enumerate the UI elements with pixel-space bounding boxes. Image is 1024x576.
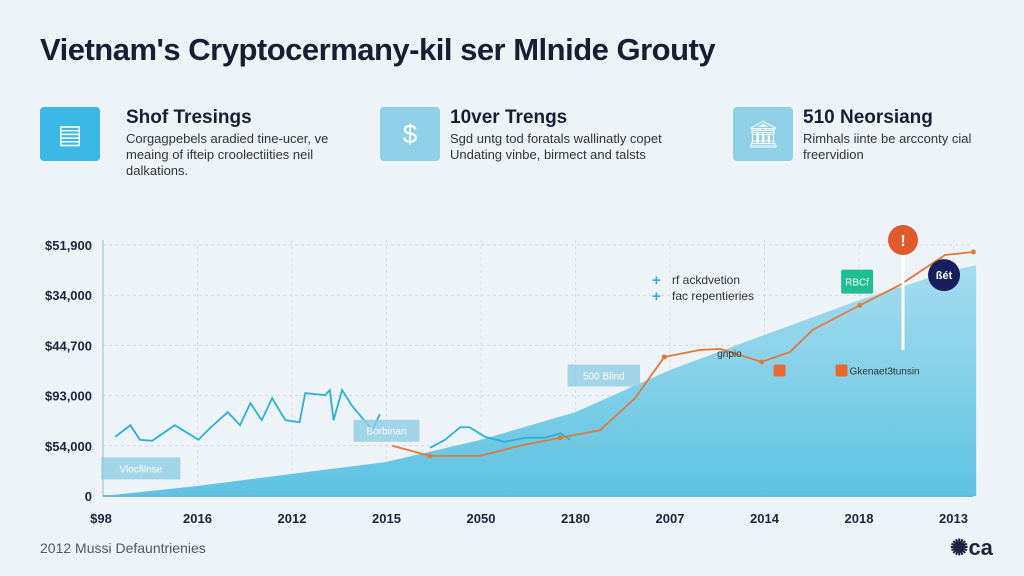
x-tick-label: 2012	[278, 511, 307, 526]
bank-icon: 🏛	[733, 107, 793, 161]
coin-icon: $	[380, 107, 440, 161]
x-tick-label: 2015	[372, 511, 401, 526]
y-tick-label: $54,000	[45, 439, 92, 454]
annotation-label: Gkenaet3tunsin	[850, 367, 920, 378]
legend-entry: rf ackdvetion	[672, 273, 740, 287]
blue-line-series	[429, 426, 571, 449]
y-tick-label: $34,000	[45, 288, 92, 303]
orange-point	[661, 354, 667, 360]
alert-pin-glyph: !	[900, 233, 905, 250]
tag-icon	[835, 364, 848, 377]
annotation-circle	[928, 259, 961, 292]
card-description: Sgd untg tod foratals wallinatly copet U…	[450, 131, 662, 162]
y-tick-label: $44,700	[45, 338, 92, 353]
annotation-box	[353, 419, 420, 442]
legend-entry: fac repentieries	[672, 289, 754, 303]
annotation-label: Vlocfilnse	[119, 464, 162, 475]
page-title: Vietnam's Cryptocermany-kil ser Mlnide G…	[40, 32, 716, 67]
x-tick-label: 2016	[183, 511, 212, 526]
logo-text: ca	[968, 535, 993, 560]
x-tick-label: 2014	[750, 511, 780, 526]
orange-point	[857, 302, 863, 308]
card-title: 510 Neorsiang	[803, 107, 933, 128]
footer-note: 2012 Mussi Defauntrienies	[40, 540, 206, 556]
card-description: Corgagpebels aradied tine-ucer, ve meain…	[126, 131, 329, 178]
wallet-icon: ▤	[40, 107, 100, 161]
x-tick-label: 2018	[845, 511, 874, 526]
orange-point	[427, 453, 433, 459]
x-tick-label: 2007	[656, 511, 685, 526]
annotation-box	[101, 457, 181, 480]
annotation-label: RBCf	[845, 278, 869, 289]
card-title: Shof Tresings	[126, 107, 252, 128]
x-tick-label: $98	[90, 511, 112, 526]
annotation-box	[567, 364, 641, 387]
alert-pin-icon	[888, 225, 918, 255]
x-tick-label: 2180	[561, 511, 590, 526]
orange-point	[557, 435, 563, 441]
brand-logo: ✺ca	[950, 535, 993, 560]
legend-marker-plus-icon: +	[652, 272, 661, 289]
x-tick-label: 2013	[939, 511, 968, 526]
tag-icon	[773, 364, 786, 377]
y-tick-label: $93,000	[45, 389, 92, 404]
y-tick-label: $51,900	[45, 238, 92, 253]
orange-point	[759, 359, 765, 365]
annotation-label: 500 Blind	[583, 372, 625, 383]
annotation-label: gnpio	[717, 349, 742, 360]
card-title: 10ver Trengs	[450, 107, 568, 128]
legend-marker-plus-icon: +	[652, 288, 661, 305]
orange-line-series	[391, 251, 974, 457]
y-tick-label: 0	[85, 489, 92, 504]
annotation-label: ßét	[936, 270, 953, 282]
orange-point	[970, 249, 976, 255]
card-description: Rimhals iinte be arcconty cial freervidi…	[803, 131, 972, 162]
x-tick-label: 2050	[467, 511, 496, 526]
blue-line-series	[114, 387, 381, 442]
area-series	[103, 265, 977, 496]
annotation-badge	[841, 269, 874, 294]
annotation-label: Borbinan	[366, 427, 406, 438]
